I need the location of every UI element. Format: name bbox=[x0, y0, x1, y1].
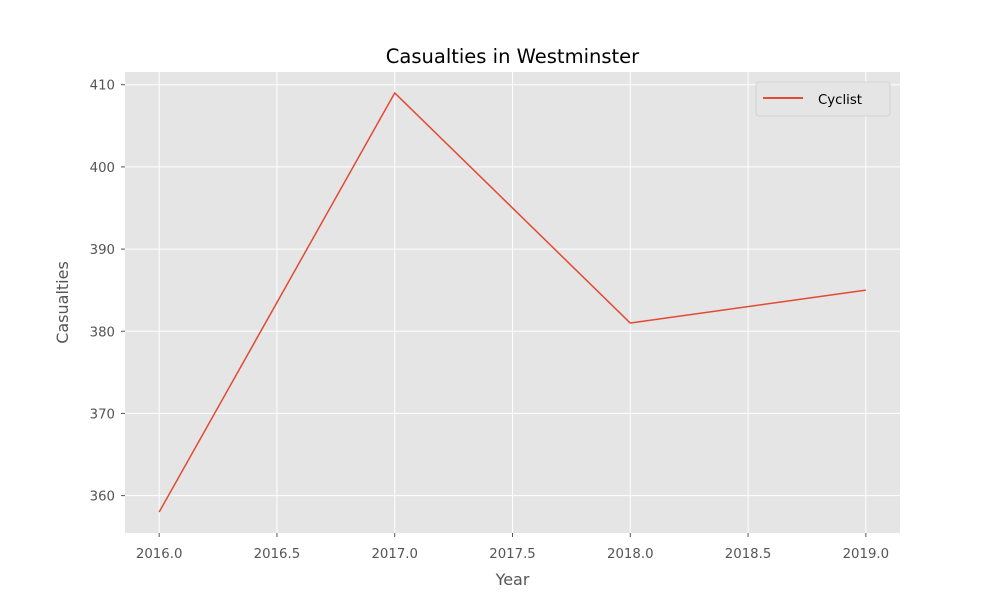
y-tick-label: 410 bbox=[90, 79, 115, 94]
x-tick-label: 2017.0 bbox=[371, 547, 418, 562]
legend-box bbox=[755, 81, 891, 117]
y-tick-label: 390 bbox=[90, 243, 115, 258]
chart-title: Casualties in Westminster bbox=[386, 45, 640, 68]
y-tick-label: 400 bbox=[90, 161, 115, 176]
y-tick-label: 380 bbox=[90, 325, 115, 340]
y-tick-label: 370 bbox=[90, 407, 115, 422]
axis-ticks: 2016.0 2016.5 2017.0 2017.5 2018.0 2018.5 2019… bbox=[90, 79, 889, 562]
x-tick-label: 2016.5 bbox=[254, 547, 301, 562]
x-tick-label: 2019.0 bbox=[843, 547, 890, 562]
series-line-cyclist bbox=[158, 92, 866, 513]
x-axis-label: Year bbox=[495, 570, 530, 589]
x-tick-label: 2018.5 bbox=[725, 547, 772, 562]
x-tick-label: 2016.0 bbox=[136, 547, 183, 562]
y-tick-label: 360 bbox=[90, 490, 115, 505]
legend: Cyclist bbox=[755, 81, 891, 117]
series-layer bbox=[158, 92, 866, 513]
legend-label-cyclist: Cyclist bbox=[818, 93, 862, 108]
x-tick-label: 2018.0 bbox=[607, 547, 654, 562]
y-axis-label: Casualties bbox=[53, 261, 72, 344]
x-tick-label: 2017.5 bbox=[489, 547, 536, 562]
